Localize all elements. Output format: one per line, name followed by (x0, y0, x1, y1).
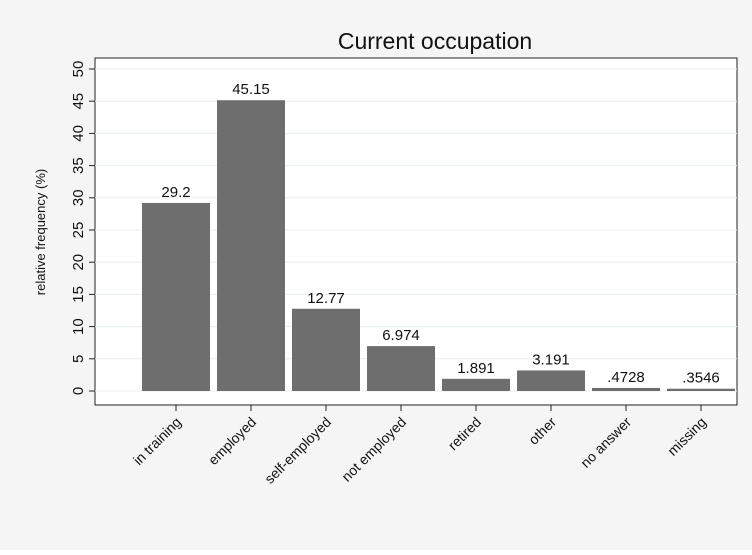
bar-value-label: 12.77 (307, 290, 345, 307)
bars (142, 100, 735, 391)
bar-retired (442, 378, 510, 391)
y-tick-label: 50 (70, 61, 87, 78)
bar-value-label: .4728 (607, 369, 645, 386)
y-tick-label: 15 (70, 286, 87, 303)
bar-value-label: 45.15 (232, 81, 270, 98)
value-labels: 29.2 45.15 12.77 6.974 1.891 3.191 .4728 .3546 (161, 81, 719, 386)
bar-in-training (142, 202, 210, 391)
y-tick-label: 10 (70, 318, 87, 335)
y-axis-label: relative frequency (%) (33, 169, 48, 295)
bar-other (517, 370, 585, 391)
bar-value-label: 6.974 (382, 327, 420, 344)
bar-not-employed (367, 346, 435, 391)
y-tick-label: 5 (70, 355, 87, 363)
bar-value-label: 29.2 (161, 184, 190, 201)
y-tick-label: 25 (70, 222, 87, 239)
bar-value-label: .3546 (682, 370, 720, 387)
y-tick-label: 20 (70, 254, 87, 271)
y-tick-label: 40 (70, 125, 87, 142)
bar-value-label: 3.191 (532, 351, 570, 368)
y-tick-label: 30 (70, 189, 87, 206)
y-tick-label: 45 (70, 93, 87, 110)
bar-no-answer (592, 387, 660, 391)
bar-missing (667, 388, 735, 391)
bar-value-label: 1.891 (457, 360, 495, 377)
bar-self-employed (292, 308, 360, 391)
y-tick-label: 35 (70, 157, 87, 174)
chart-title: Current occupation (338, 28, 532, 54)
y-tick-label: 0 (70, 387, 87, 395)
bar-employed (217, 100, 285, 391)
y-axis: 0 5 10 15 20 25 30 35 40 45 50 (70, 61, 95, 395)
